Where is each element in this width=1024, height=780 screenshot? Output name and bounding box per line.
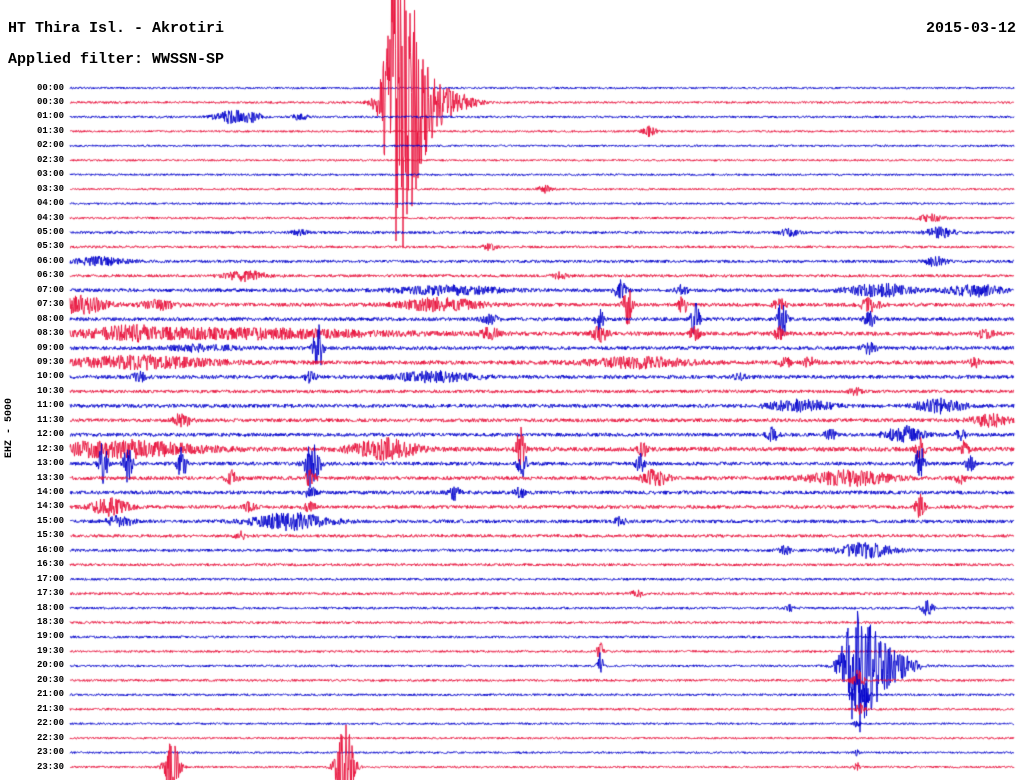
time-label: 07:00	[36, 284, 64, 295]
time-label: 04:00	[36, 198, 64, 209]
time-label: 05:00	[36, 226, 64, 237]
time-label: 16:30	[36, 559, 64, 570]
time-label: 23:30	[36, 761, 64, 772]
time-label: 14:00	[36, 487, 64, 498]
time-label: 07:30	[36, 299, 64, 310]
time-label: 02:00	[36, 140, 64, 151]
station-title: HT Thira Isl. - Akrotiri	[8, 20, 225, 37]
time-label: 01:30	[36, 125, 64, 136]
time-label: 02:30	[36, 154, 64, 165]
time-label: 00:00	[36, 82, 64, 93]
time-label: 06:00	[36, 255, 64, 266]
time-label: 10:30	[36, 385, 64, 396]
time-label: 01:00	[36, 111, 64, 122]
channel-scale-label: EHZ - 5000	[4, 397, 15, 458]
time-label: 08:30	[36, 328, 64, 339]
time-label: 10:00	[36, 371, 64, 382]
time-label: 18:30	[36, 617, 64, 628]
time-label: 17:30	[36, 588, 64, 599]
time-label: 04:30	[36, 212, 64, 223]
time-label: 20:00	[36, 660, 64, 671]
time-label: 03:00	[36, 169, 64, 180]
time-label: 18:00	[36, 602, 64, 613]
time-label: 12:00	[36, 429, 64, 440]
time-label: 08:00	[36, 313, 64, 324]
time-label: 20:30	[36, 674, 64, 685]
time-label: 09:30	[36, 356, 64, 367]
time-label: 19:30	[36, 645, 64, 656]
time-label: 13:00	[36, 458, 64, 469]
time-label: 15:00	[36, 515, 64, 526]
record-date: 2015-03-12	[925, 20, 1016, 37]
time-label: 16:00	[36, 544, 64, 555]
time-label: 11:00	[36, 400, 64, 411]
time-label: 17:00	[36, 573, 64, 584]
time-label: 19:00	[36, 631, 64, 642]
time-label: 22:00	[36, 718, 64, 729]
time-label: 21:30	[36, 703, 64, 714]
time-label: 14:30	[36, 501, 64, 512]
time-label: 23:00	[36, 747, 64, 758]
time-label: 15:30	[36, 530, 64, 541]
time-label: 03:30	[36, 183, 64, 194]
time-label: 12:30	[36, 443, 64, 454]
filter-label: Applied filter: WWSSN-SP	[8, 51, 225, 68]
time-label: 11:30	[36, 414, 64, 425]
time-label: 09:00	[36, 342, 64, 353]
time-label: 21:00	[36, 689, 64, 700]
time-label: 00:30	[36, 96, 64, 107]
time-label: 05:30	[36, 241, 64, 252]
time-label: 22:30	[36, 732, 64, 743]
time-label: 13:30	[36, 472, 64, 483]
time-label: 06:30	[36, 270, 64, 281]
